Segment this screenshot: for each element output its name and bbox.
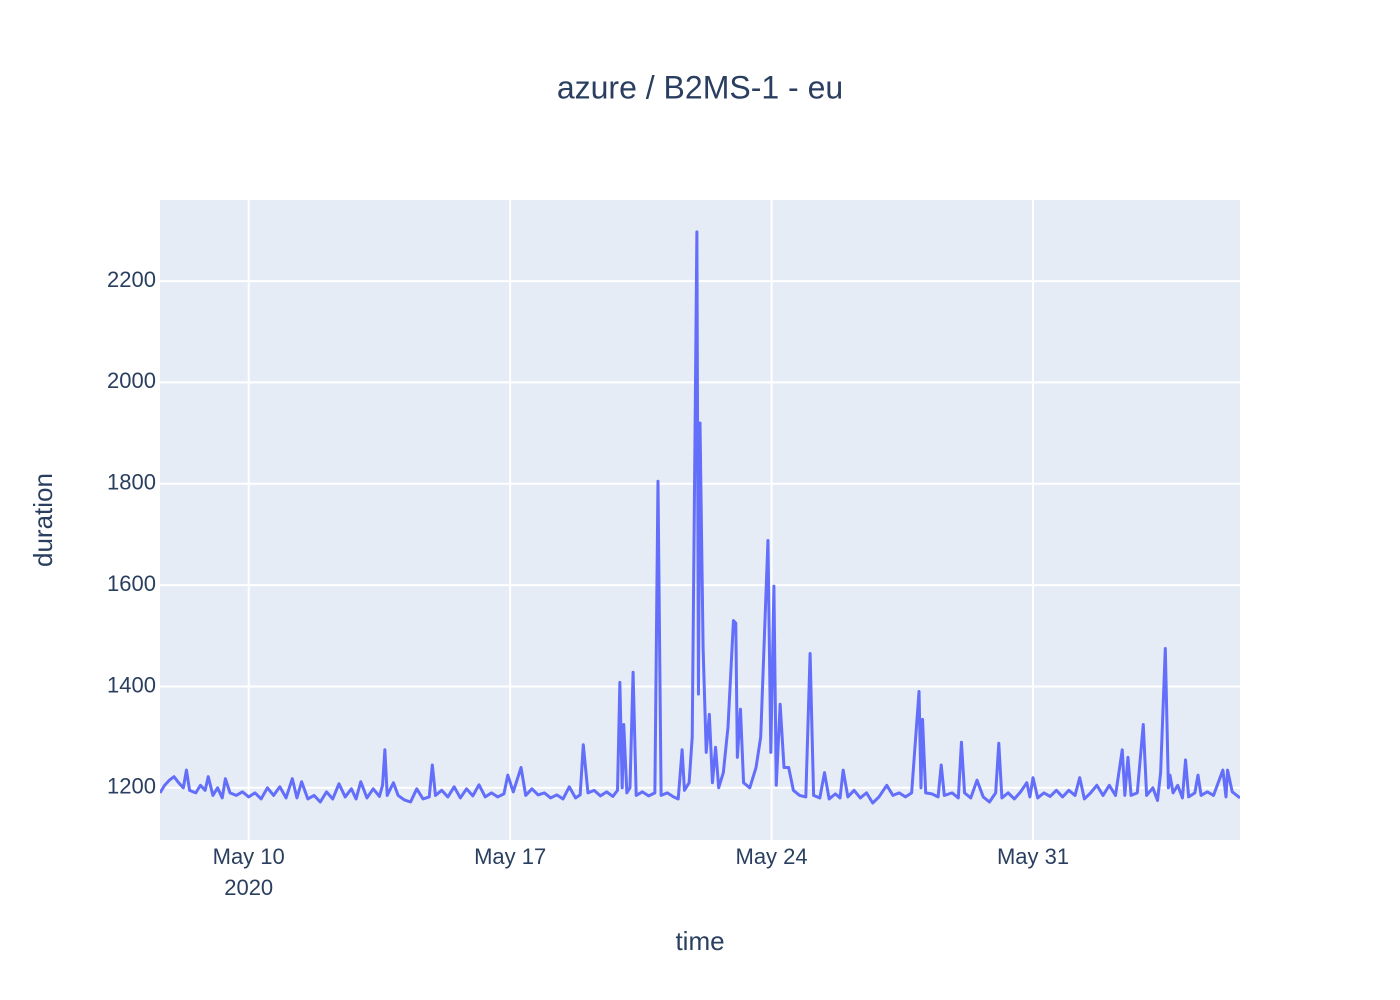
line	[160, 230, 1240, 805]
y-tick-label: 1600	[107, 571, 156, 596]
y-tick-label: 2000	[107, 368, 156, 393]
y-tick-label: 1200	[107, 774, 156, 799]
x-axis-title: time	[675, 926, 724, 956]
x-tick-label: May 17	[474, 844, 546, 869]
y-tick-label: 1800	[107, 470, 156, 495]
x-tick-label: May 24	[736, 844, 808, 869]
marks	[160, 230, 1240, 805]
y-tick-label: 2200	[107, 267, 156, 292]
x-tick-label: May 31	[997, 844, 1069, 869]
y-axis-title: duration	[28, 473, 58, 567]
x-tick-label: May 10	[213, 844, 285, 869]
chart-title: azure / B2MS-1 - eu	[557, 69, 843, 105]
y-tick-label: 1400	[107, 672, 156, 697]
x-tick-label: 2020	[224, 875, 273, 900]
